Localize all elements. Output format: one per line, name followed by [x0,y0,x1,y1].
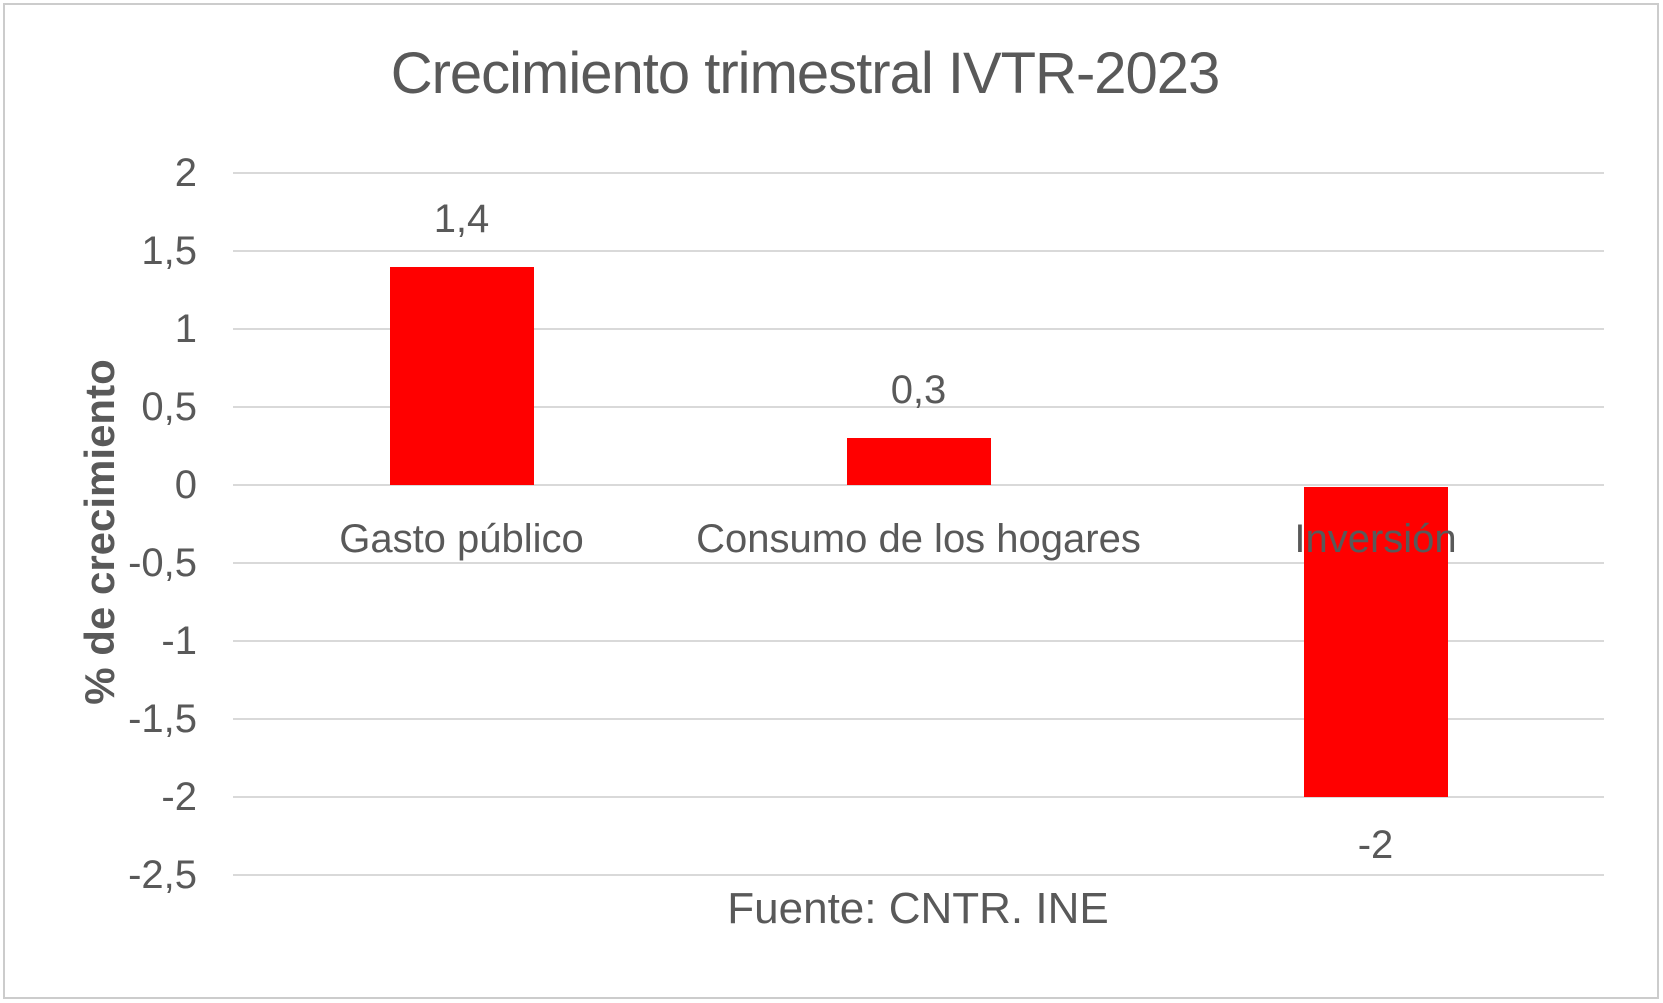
gridline [233,562,1604,564]
gridline [233,172,1604,174]
y-tick-label: -0,5 [128,541,197,585]
category-label: Consumo de los hogares [696,517,1141,561]
bar [389,266,534,485]
bar [1303,487,1448,797]
y-tick-label: 0,5 [141,385,197,429]
value-label: 0,3 [890,368,947,413]
gridline [233,640,1604,642]
source-note: Fuente: CNTR. INE [727,884,1109,933]
y-tick-label: 0 [174,463,197,507]
gridline [233,796,1604,798]
y-tick-label: -2,5 [128,853,197,897]
chart-title: Crecimiento trimestral IVTR-2023 [390,41,1221,106]
gridline [233,874,1604,876]
category-label: Gasto público [339,517,584,561]
y-tick-label: -2 [161,775,197,819]
y-tick-label: -1,5 [128,697,197,741]
value-label: 1,4 [433,196,490,241]
gridline [233,406,1604,408]
gridline [233,718,1604,720]
gridline [233,250,1604,252]
value-label: -2 [1357,823,1394,867]
gridline [233,484,1604,486]
category-label: Inversión [1294,517,1457,561]
bar [846,438,991,485]
gridline [233,328,1604,330]
y-tick-label: -1 [161,619,197,663]
y-tick-label: 2 [174,151,197,195]
y-tick-label: 1 [174,307,197,351]
y-tick-label: 1,5 [141,229,197,273]
